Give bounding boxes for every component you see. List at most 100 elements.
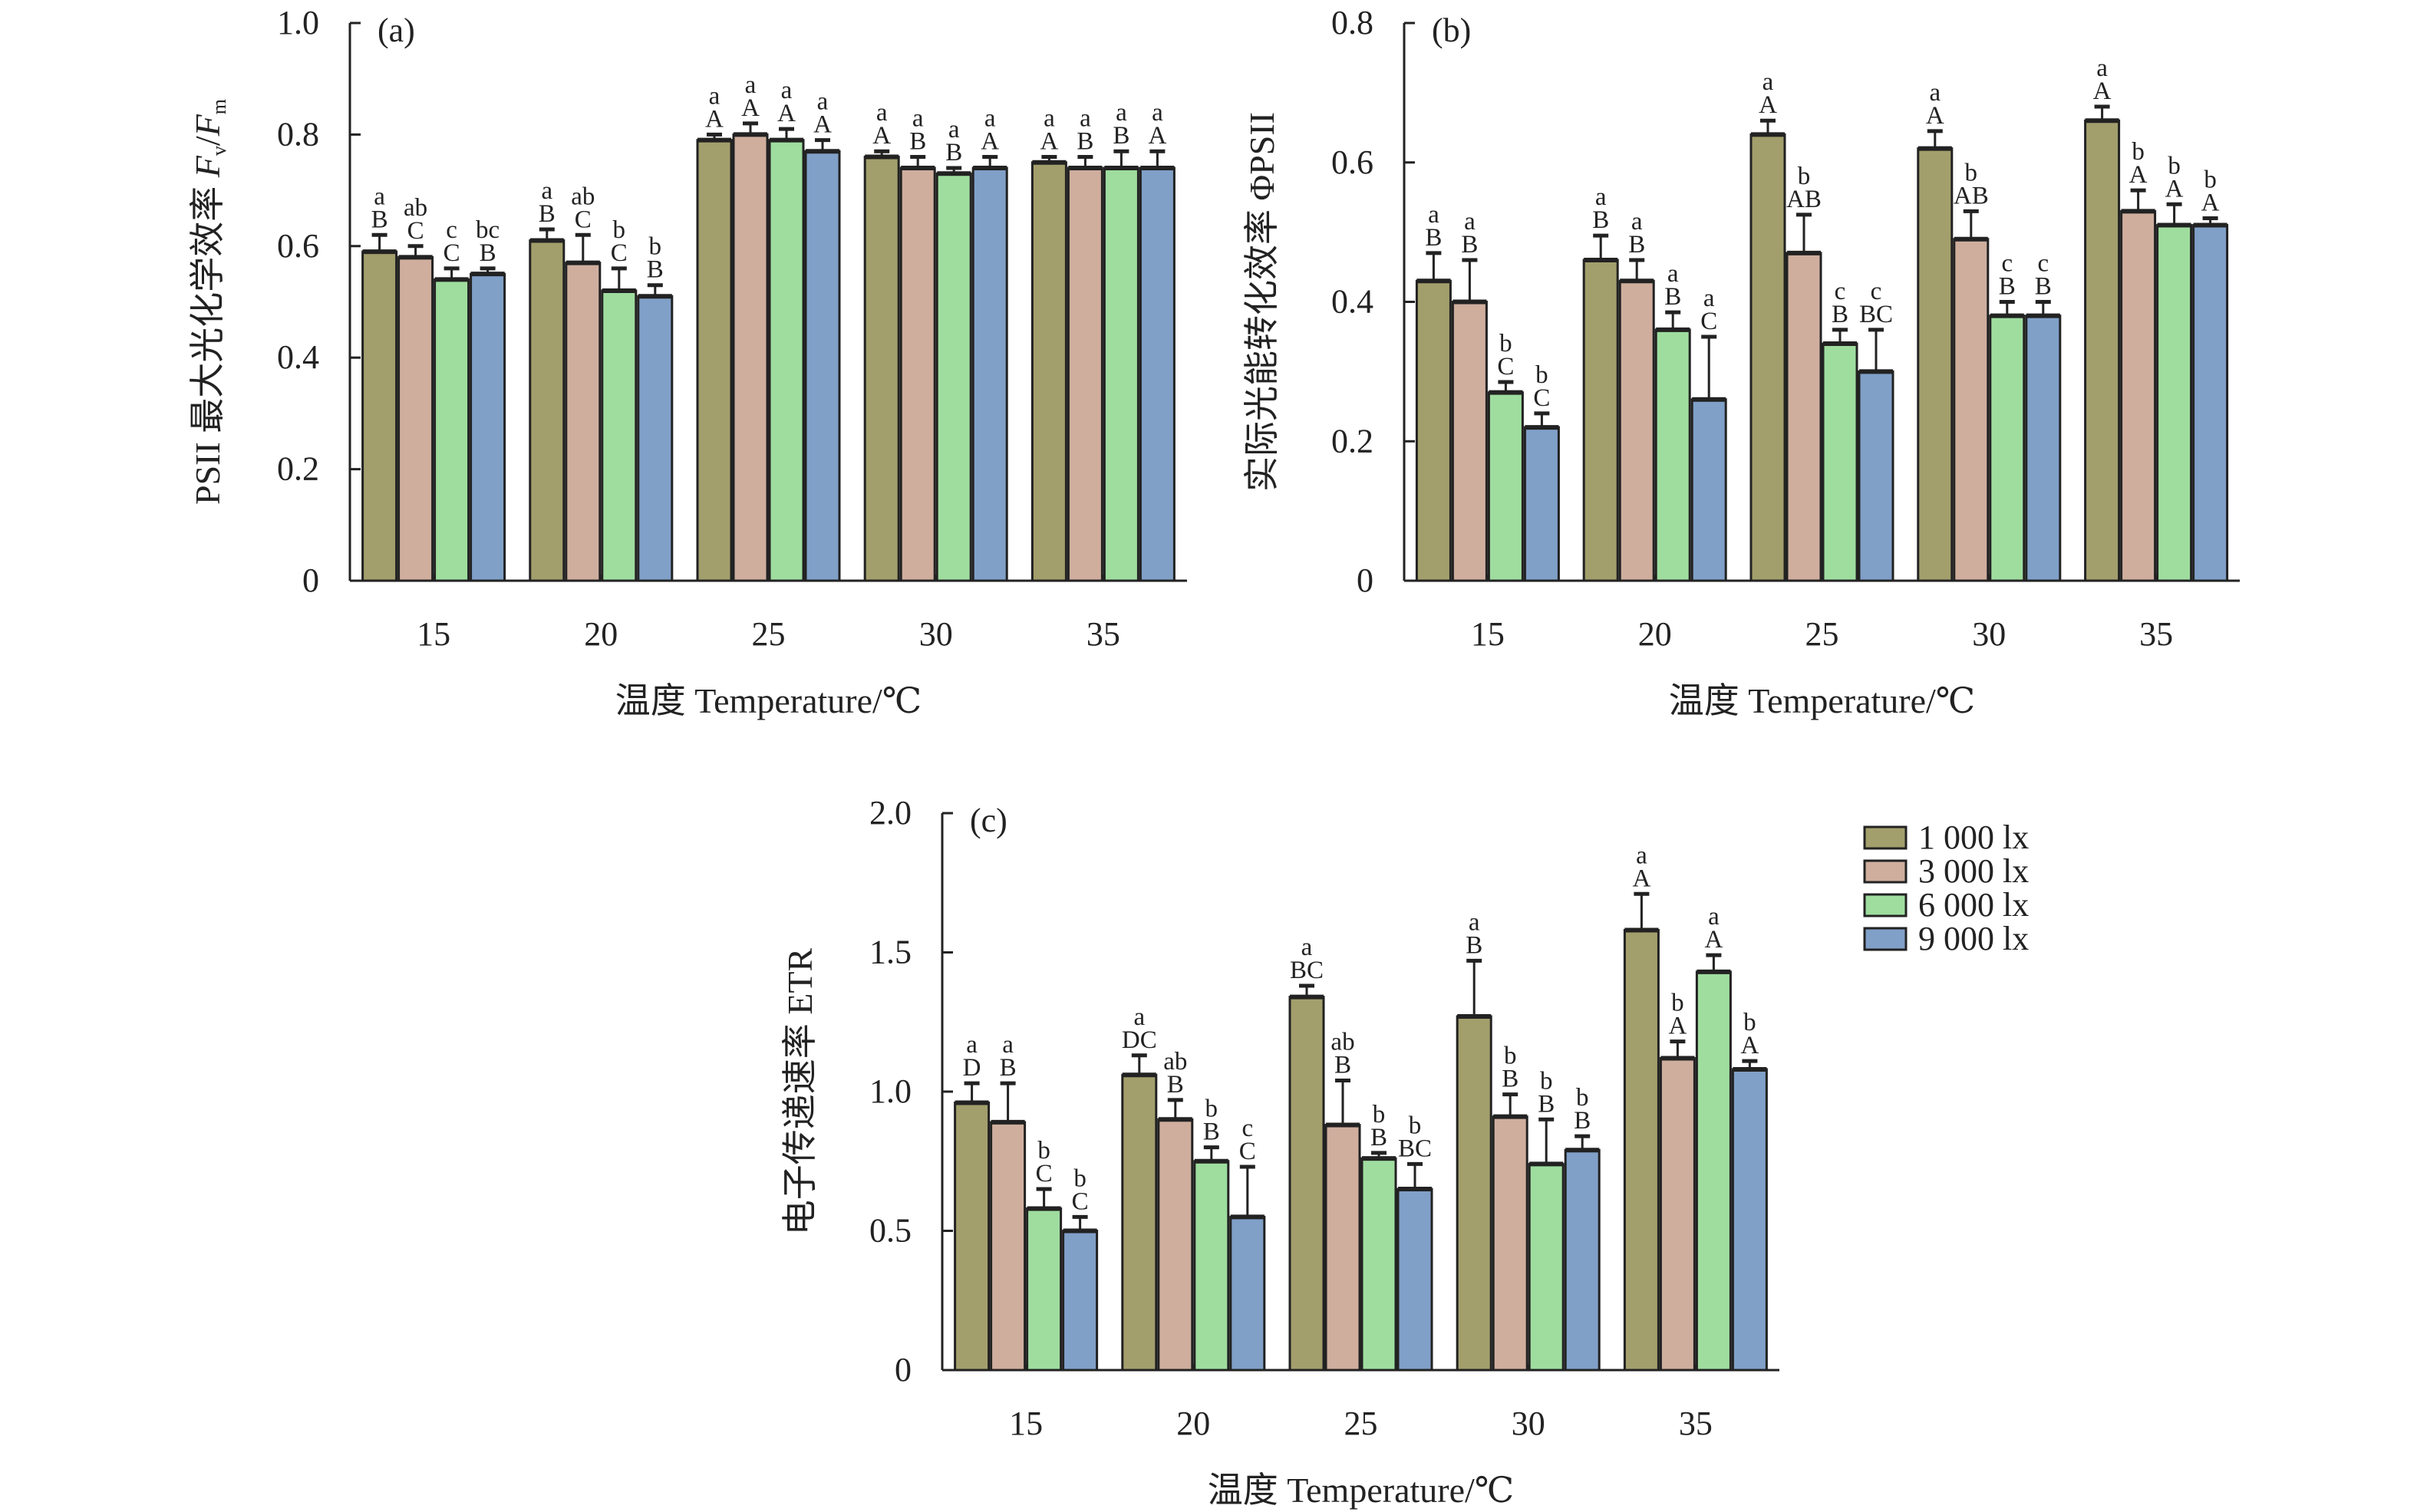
significance-upper: A [705, 105, 724, 133]
significance-upper: B [1538, 1090, 1555, 1118]
bar [804, 150, 841, 582]
significance-upper: B [945, 139, 962, 166]
bar [1989, 315, 2026, 582]
significance-lower: b [1965, 159, 1978, 186]
y-axis-label: PSII 最大光化学效率 Fv/Fm [188, 99, 230, 505]
significance-lower: a [1631, 208, 1643, 236]
y-axis-label-var: F [188, 155, 227, 178]
bar [637, 295, 674, 582]
significance-lower: b [2204, 166, 2217, 193]
significance-lower: b [2132, 138, 2145, 166]
bar [990, 1121, 1027, 1372]
significance-lower: a [2096, 54, 2108, 82]
bar [863, 155, 900, 582]
significance-lower: a [709, 82, 720, 110]
significance-upper: A [872, 122, 891, 150]
x-tick-label: 30 [1512, 1405, 1545, 1442]
significance-lower: a [1044, 104, 1055, 132]
bar [899, 166, 936, 582]
significance-upper: BC [1859, 301, 1893, 328]
legend-swatch [1863, 825, 1908, 850]
y-axis-label-var: F [188, 114, 227, 137]
significance-upper: A [2165, 175, 2184, 203]
y-axis-label-sub: v [208, 146, 230, 156]
significance-upper: B [1502, 1066, 1518, 1093]
bar [1360, 1157, 1397, 1372]
legend-swatch [1863, 927, 1908, 951]
bar [696, 139, 733, 582]
bar [1451, 301, 1488, 582]
x-tick-label: 35 [1679, 1405, 1713, 1442]
significance-lower: b [1205, 1095, 1218, 1123]
significance-lower: c [1871, 278, 1882, 305]
x-axis-label: 温度 Temperature/℃ [1669, 681, 1976, 720]
significance-upper: C [1700, 308, 1717, 335]
significance-lower: a [1116, 99, 1127, 127]
bar [1917, 147, 1954, 582]
significance-lower: a [817, 88, 829, 116]
bar [2084, 119, 2121, 582]
y-tick-label: 0.4 [1331, 283, 1373, 321]
y-tick-label: 0.2 [277, 450, 319, 488]
significance-lower: a [1080, 104, 1091, 132]
bar [732, 133, 769, 582]
bar [361, 250, 398, 582]
significance-upper: A [813, 111, 832, 139]
significance-upper: C [1239, 1138, 1256, 1165]
significance-lower: b [613, 216, 626, 244]
significance-lower: a [1152, 99, 1163, 127]
bar [529, 239, 566, 582]
bar [1858, 370, 1894, 582]
significance-upper: BC [1398, 1135, 1432, 1162]
significance-lower: a [1595, 183, 1607, 211]
x-tick-label: 35 [2139, 615, 2173, 653]
significance-lower: b [1409, 1112, 1422, 1139]
bar [1582, 259, 1619, 582]
significance-lower: a [745, 71, 757, 99]
x-tick-label: 30 [1972, 615, 2006, 653]
bar [2156, 224, 2193, 582]
panel-label: (c) [970, 802, 1007, 839]
significance-upper: C [1036, 1160, 1053, 1188]
significance-upper: B [539, 200, 556, 228]
y-axis-label-text: PSII 最大光化学效率 [188, 177, 227, 505]
bar [1953, 238, 1990, 582]
y-tick-label: 1.5 [869, 934, 912, 971]
bar [768, 139, 805, 582]
significance-lower: a [912, 104, 924, 132]
bar [1139, 166, 1176, 582]
significance-upper: C [407, 217, 424, 245]
significance-lower: c [1835, 278, 1846, 305]
significance-lower: b [2168, 152, 2181, 180]
bar [1030, 161, 1067, 582]
significance-upper: B [371, 206, 388, 233]
significance-lower: b [1037, 1137, 1050, 1164]
significance-upper: A [1740, 1032, 1759, 1059]
significance-upper: B [1466, 931, 1482, 959]
bar [1523, 426, 1560, 582]
bar [1690, 398, 1727, 582]
legend-swatch [1863, 893, 1908, 917]
bar [971, 166, 1008, 582]
bar [1067, 166, 1103, 582]
significance-upper: B [1664, 283, 1681, 311]
significance-upper: B [1425, 224, 1442, 252]
bar [1618, 279, 1655, 582]
bar [1324, 1124, 1361, 1372]
significance-lower: b [1073, 1164, 1086, 1192]
significance-lower: a [1929, 79, 1941, 107]
significance-lower: a [1708, 903, 1720, 931]
legend-label: 1 000 lx [1918, 819, 2029, 856]
bar [1415, 279, 1452, 582]
bar [470, 272, 506, 582]
significance-lower: ab [1163, 1048, 1187, 1076]
bar [1731, 1068, 1768, 1372]
bar [1822, 342, 1858, 582]
significance-lower: b [1576, 1084, 1589, 1112]
significance-upper: D [963, 1054, 981, 1082]
significance-lower: a [1469, 908, 1480, 936]
x-tick-label: 15 [1471, 615, 1505, 653]
significance-upper: A [2201, 189, 2220, 216]
